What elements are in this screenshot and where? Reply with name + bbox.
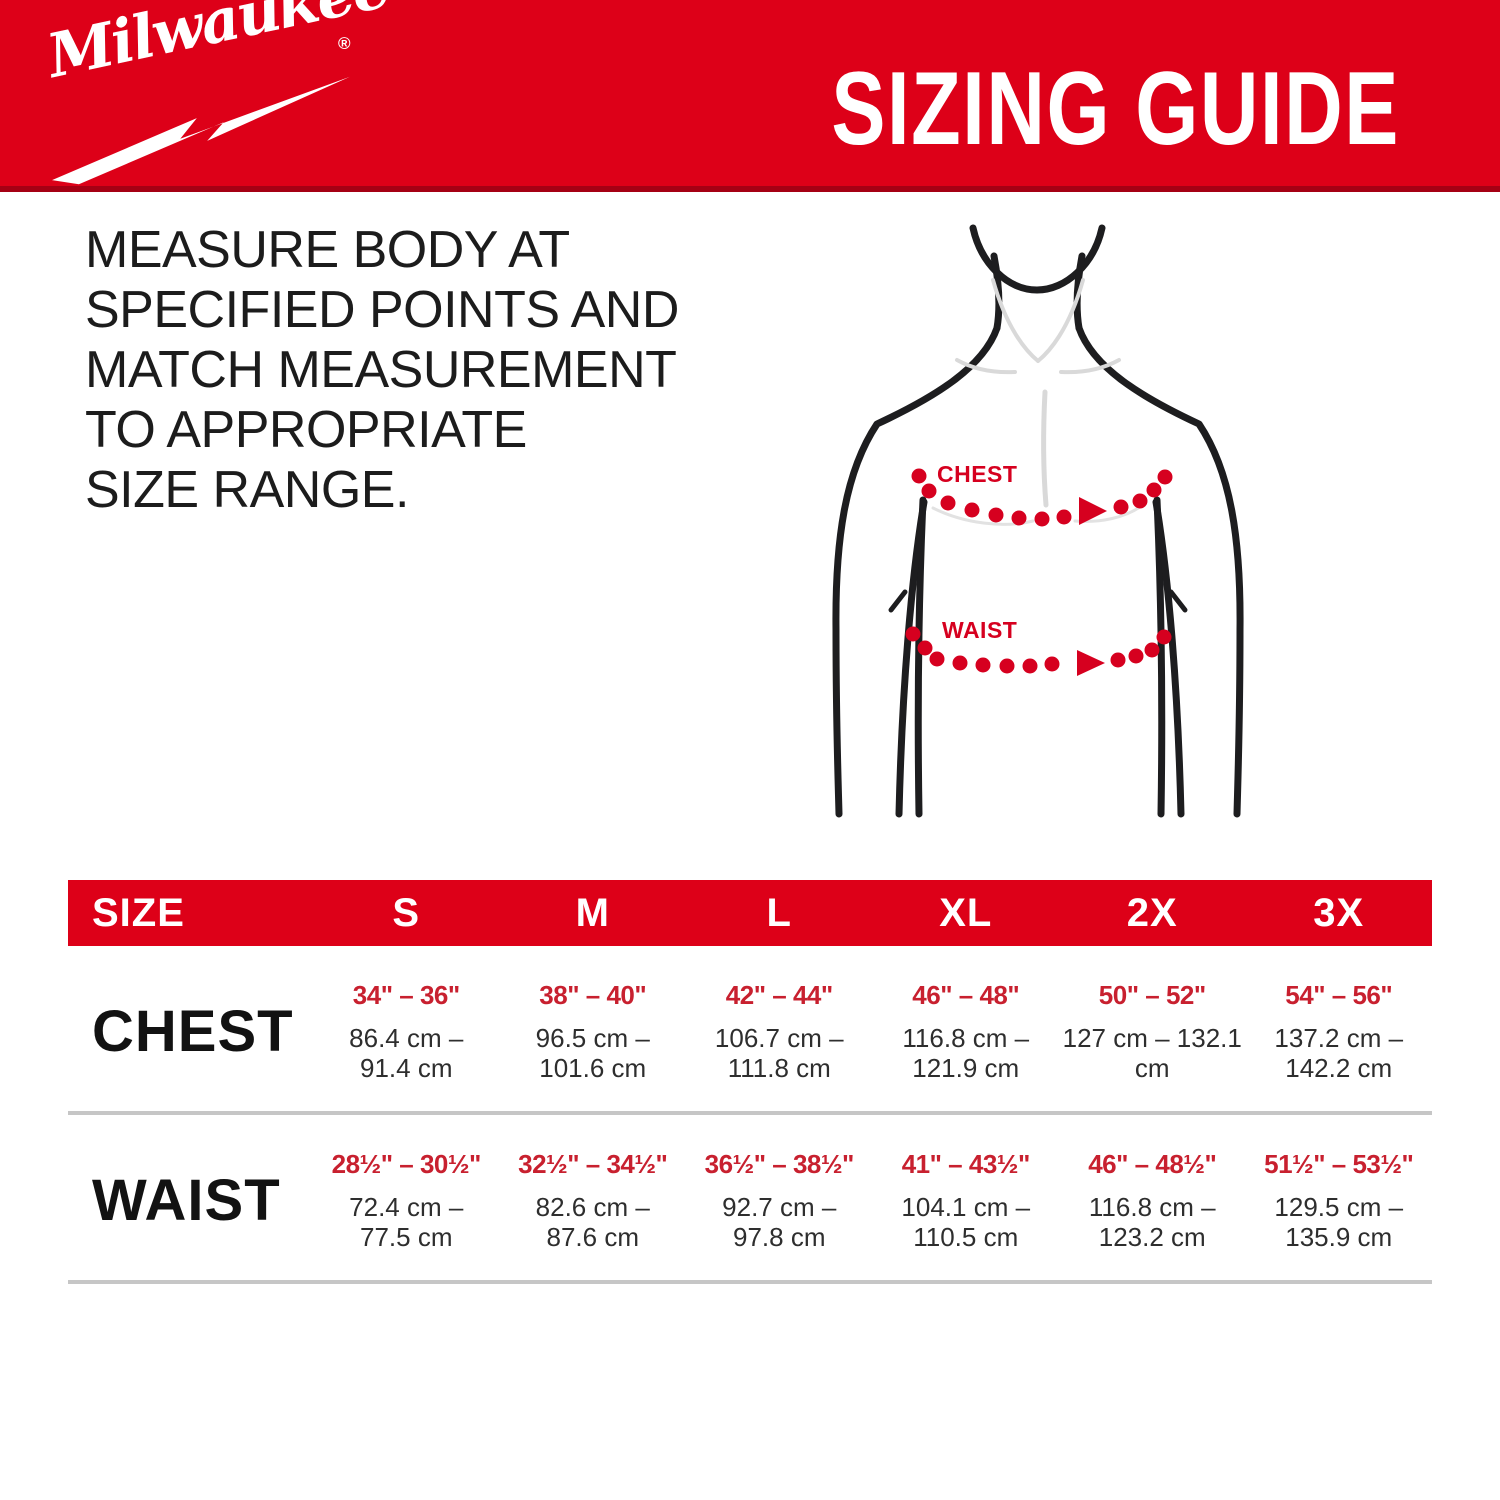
range-inches: 28½" – 30½" bbox=[331, 1149, 482, 1179]
range-inches: 34" – 36" bbox=[352, 980, 460, 1010]
page-title: SIZING GUIDE bbox=[831, 51, 1400, 167]
range-cm: 127 cm – 132.1 cm bbox=[1062, 1023, 1242, 1083]
range-cm: 86.4 cm – 91.4 cm bbox=[349, 1023, 464, 1083]
chest-xl-cell: 46" – 48" 116.8 cm – 121.9 cm bbox=[873, 980, 1060, 1083]
range-cm: 137.2 cm – 142.2 cm bbox=[1274, 1023, 1404, 1083]
waist-row-label: WAIST bbox=[92, 1167, 281, 1233]
column-header-m: M bbox=[575, 890, 610, 935]
range-cm: 106.7 cm – 111.8 cm bbox=[714, 1023, 844, 1083]
range-cm: 104.1 cm – 110.5 cm bbox=[901, 1192, 1031, 1252]
waist-row: WAIST 28½" – 30½" 72.4 cm – 77.5 cm 32½"… bbox=[68, 1115, 1432, 1284]
waist-diagram-label: WAIST bbox=[942, 617, 1017, 643]
chest-s-cell: 34" – 36" 86.4 cm – 91.4 cm bbox=[313, 980, 500, 1083]
range-inches: 41" – 43½" bbox=[901, 1149, 1031, 1179]
size-table-header-row: SIZE S M L XL 2X 3X bbox=[68, 880, 1432, 946]
chest-l-cell: 42" – 44" 106.7 cm – 111.8 cm bbox=[686, 980, 873, 1083]
milwaukee-logo: Milwaukee ® bbox=[38, 0, 395, 185]
range-inches: 42" – 44" bbox=[725, 980, 833, 1010]
chest-3x-cell: 54" – 56" 137.2 cm – 142.2 cm bbox=[1246, 980, 1433, 1083]
range-inches: 36½" – 38½" bbox=[704, 1149, 855, 1179]
range-cm: 82.6 cm – 87.6 cm bbox=[535, 1192, 650, 1252]
range-inches: 54" – 56" bbox=[1285, 980, 1393, 1010]
chest-2x-cell: 50" – 52" 127 cm – 132.1 cm bbox=[1059, 980, 1246, 1083]
range-inches: 32½" – 34½" bbox=[518, 1149, 668, 1179]
chest-arrow-icon bbox=[1079, 497, 1107, 525]
waist-3x-cell: 51½" – 53½" 129.5 cm – 135.9 cm bbox=[1246, 1149, 1433, 1252]
range-inches: 51½" – 53½" bbox=[1264, 1149, 1414, 1179]
waist-xl-cell: 41" – 43½" 104.1 cm – 110.5 cm bbox=[873, 1149, 1060, 1252]
column-header-size: SIZE bbox=[92, 890, 185, 935]
waist-m-cell: 32½" – 34½" 82.6 cm – 87.6 cm bbox=[500, 1149, 687, 1252]
measure-instructions-text: MEASURE BODY AT SPECIFIED POINTS AND MAT… bbox=[85, 221, 679, 519]
range-cm: 96.5 cm – 101.6 cm bbox=[535, 1023, 650, 1083]
waist-2x-cell: 46" – 48½" 116.8 cm – 123.2 cm bbox=[1059, 1149, 1246, 1252]
sizing-table: SIZE S M L XL 2X 3X CHEST 34" – 36" 86.4… bbox=[68, 880, 1432, 1284]
torso-measurement-diagram: CHEST WAIST bbox=[832, 224, 1244, 818]
range-cm: 116.8 cm – 123.2 cm bbox=[1088, 1192, 1216, 1252]
column-header-l: L bbox=[766, 890, 792, 935]
waist-l-cell: 36½" – 38½" 92.7 cm – 97.8 cm bbox=[686, 1149, 873, 1252]
chest-m-cell: 38" – 40" 96.5 cm – 101.6 cm bbox=[500, 980, 687, 1083]
lightning-bolt-icon bbox=[52, 76, 350, 185]
chest-diagram-label: CHEST bbox=[937, 461, 1017, 487]
range-cm: 116.8 cm – 121.9 cm bbox=[902, 1023, 1030, 1083]
header-banner: Milwaukee ® SIZING GUIDE bbox=[0, 0, 1500, 186]
range-cm: 92.7 cm – 97.8 cm bbox=[722, 1192, 837, 1252]
waist-arrow-icon bbox=[1077, 650, 1105, 676]
banner-underline bbox=[0, 186, 1500, 192]
column-header-xl: XL bbox=[939, 890, 993, 935]
torso-detail-lines bbox=[931, 278, 1145, 526]
registered-trademark-symbol: ® bbox=[338, 34, 351, 53]
range-cm: 129.5 cm – 135.9 cm bbox=[1274, 1192, 1404, 1252]
range-inches: 46" – 48½" bbox=[1088, 1149, 1217, 1179]
chest-row-label: CHEST bbox=[92, 998, 294, 1064]
range-inches: 50" – 52" bbox=[1098, 980, 1206, 1010]
waist-measurement-line: WAIST bbox=[905, 617, 1172, 676]
column-header-s: S bbox=[392, 890, 421, 935]
range-inches: 38" – 40" bbox=[539, 980, 647, 1010]
waist-s-cell: 28½" – 30½" 72.4 cm – 77.5 cm bbox=[313, 1149, 500, 1252]
chest-row: CHEST 34" – 36" 86.4 cm – 91.4 cm 38" – … bbox=[68, 946, 1432, 1115]
column-header-3x: 3X bbox=[1313, 890, 1365, 935]
chest-measurement-line: CHEST bbox=[911, 461, 1173, 527]
column-header-2x: 2X bbox=[1126, 890, 1178, 935]
range-inches: 46" – 48" bbox=[912, 980, 1020, 1010]
range-cm: 72.4 cm – 77.5 cm bbox=[349, 1192, 464, 1252]
